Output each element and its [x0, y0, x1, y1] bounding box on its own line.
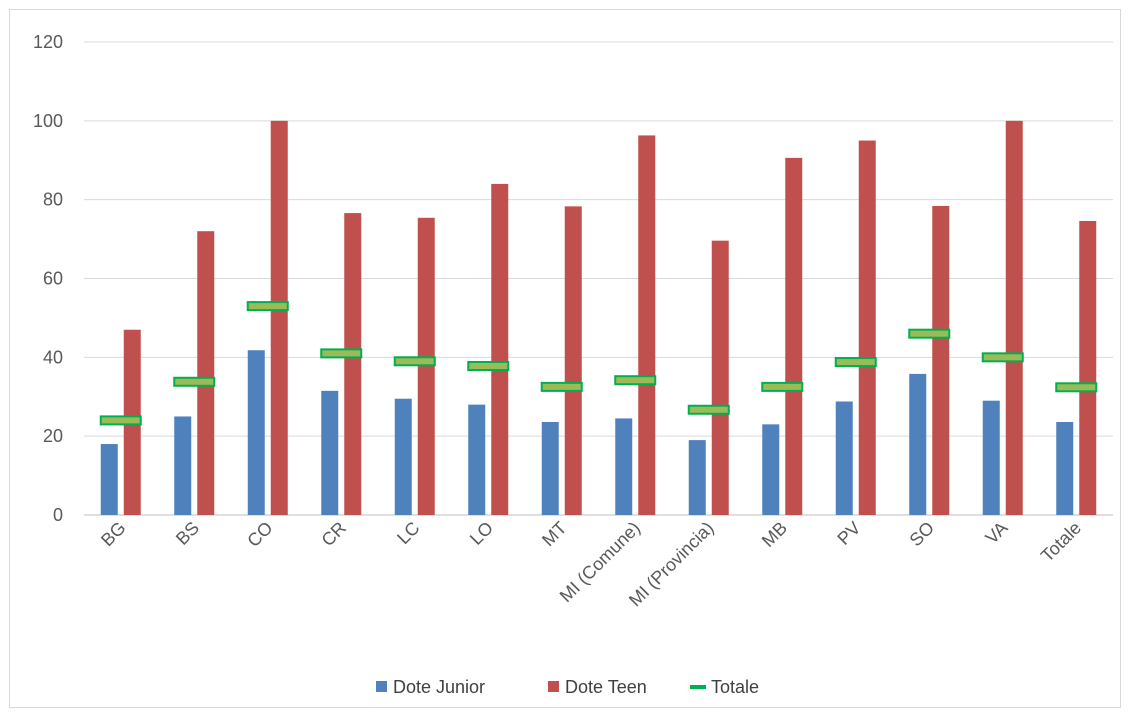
- x-tick-label: MB: [758, 518, 791, 551]
- legend-label: Dote Junior: [393, 677, 485, 697]
- bar-dote-junior: [909, 374, 926, 515]
- y-tick-label: 100: [33, 111, 63, 131]
- marker-totale: [174, 378, 214, 386]
- bar-dote-teen: [344, 213, 361, 515]
- marker-totale: [395, 357, 435, 365]
- marker-totale: [248, 302, 288, 310]
- bar-dote-junior: [174, 416, 191, 515]
- x-tick-label: LC: [393, 518, 423, 548]
- bar-dote-junior: [321, 391, 338, 515]
- marker-totale: [689, 406, 729, 414]
- marker-totale: [909, 330, 949, 338]
- legend-swatch-dote-junior: [376, 681, 387, 692]
- bar-dote-junior: [762, 424, 779, 515]
- bar-dote-junior: [689, 440, 706, 515]
- bar-dote-junior: [248, 350, 265, 515]
- bar-dote-teen: [491, 184, 508, 515]
- y-tick-label: 60: [43, 269, 63, 289]
- bar-dote-junior: [468, 405, 485, 515]
- marker-totale: [542, 383, 582, 391]
- marker-totale: [983, 353, 1023, 361]
- legend-swatch-dote-teen: [548, 681, 559, 692]
- x-tick-label: VA: [981, 518, 1011, 548]
- bars: [101, 121, 1097, 515]
- bar-dote-teen: [418, 218, 435, 515]
- y-tick-label: 0: [53, 505, 63, 525]
- bar-dote-teen: [271, 121, 288, 515]
- legend-label: Dote Teen: [565, 677, 647, 697]
- x-tick-label: Totale: [1037, 518, 1085, 566]
- bar-dote-junior: [836, 401, 853, 515]
- bar-dote-junior: [542, 422, 559, 515]
- bar-dote-teen: [1006, 121, 1023, 515]
- bar-dote-junior: [101, 444, 118, 515]
- x-tick-label: BS: [172, 518, 203, 549]
- bar-dote-teen: [197, 231, 214, 515]
- bar-dote-teen: [1079, 221, 1096, 515]
- x-tick-label: MT: [538, 518, 571, 551]
- bar-dote-teen: [785, 158, 802, 515]
- y-tick-label: 80: [43, 190, 63, 210]
- marker-totale: [836, 358, 876, 366]
- bar-dote-teen: [638, 135, 655, 515]
- legend-swatch-totale: [690, 685, 706, 689]
- marker-totale: [468, 362, 508, 370]
- marker-totale: [762, 383, 802, 391]
- bar-dote-teen: [712, 241, 729, 515]
- bar-dote-junior: [615, 418, 632, 515]
- x-tick-label: LO: [466, 518, 497, 549]
- x-tick-label: CR: [318, 518, 351, 551]
- bar-dote-junior: [1056, 422, 1073, 515]
- bar-dote-teen: [932, 206, 949, 515]
- y-tick-label: 40: [43, 347, 63, 367]
- y-axis-tick-labels: 0 20 40 60 80 100 120: [33, 32, 63, 525]
- x-tick-label: PV: [833, 518, 864, 549]
- x-tick-label: SO: [906, 518, 939, 551]
- legend: Dote Junior Dote Teen Totale: [376, 677, 759, 697]
- gridlines: [84, 42, 1113, 515]
- legend-label: Totale: [711, 677, 759, 697]
- marker-totale: [615, 376, 655, 384]
- y-tick-label: 120: [33, 32, 63, 52]
- bar-dote-teen: [859, 141, 876, 515]
- bar-dote-junior: [395, 399, 412, 515]
- bar-dote-teen: [565, 206, 582, 515]
- y-tick-label: 20: [43, 426, 63, 446]
- marker-totale: [101, 416, 141, 424]
- x-tick-label: CO: [243, 518, 276, 551]
- marker-totale: [321, 349, 361, 357]
- bar-dote-junior: [983, 401, 1000, 515]
- marker-totale: [1056, 383, 1096, 391]
- x-tick-label: BG: [97, 518, 130, 551]
